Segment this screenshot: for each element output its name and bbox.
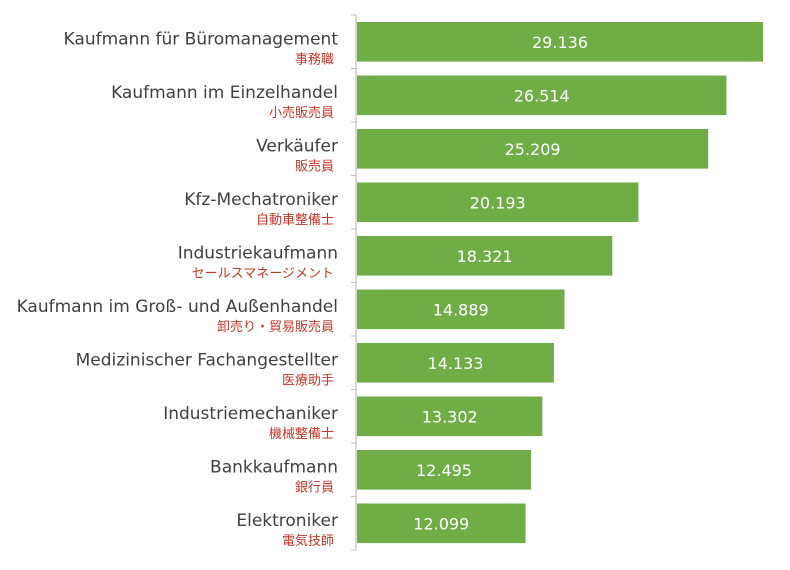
bar-value-label: 12.099 (413, 514, 469, 533)
bar-value-label: 18.321 (457, 247, 513, 266)
bar-6 (357, 289, 565, 330)
category-label-ja: 事務職 (295, 53, 334, 68)
bar-4 (357, 182, 639, 223)
category-label-ja: 機械整備士 (269, 426, 334, 442)
bars-layer: 29.136 26.514 25.209 20.193 18.321 14.889 14.1… (357, 22, 763, 544)
category-label-de: Kaufmann im Einzelhandel (111, 83, 338, 103)
category-label-ja: 銀行員 (295, 481, 334, 496)
category-label-ja: 医療助手 (282, 374, 334, 389)
category-labels-layer: Kaufmann für Büromanagement 事務職 Kaufmann i… (17, 14, 356, 551)
bar-value-label: 26.514 (514, 86, 570, 105)
category-label-ja: 販売員 (295, 159, 334, 175)
bar-8 (357, 396, 543, 437)
category-label-de: Medizinischer Fachangestellter (76, 350, 338, 370)
bar-5 (357, 236, 613, 276)
category-label-ja: 卸売り・貿易販売員 (217, 319, 334, 335)
bar-9 (357, 450, 532, 490)
category-label-de: Bankkaufmann (210, 457, 338, 477)
bar-value-label: 25.209 (505, 140, 561, 159)
bar-10 (357, 503, 526, 544)
bar-value-label: 12.495 (416, 461, 472, 480)
bar-value-label: 13.302 (422, 407, 478, 426)
category-label-de: Kfz-Mechatroniker (184, 190, 338, 210)
category-label-ja: 小売販売員 (269, 105, 334, 121)
bar-value-label: 20.193 (470, 193, 526, 212)
bar-value-label: 29.136 (532, 33, 588, 52)
category-label-ja: セールスマネージメント (192, 267, 334, 282)
category-label-de: Verkäufer (256, 136, 338, 156)
category-label-de: Kaufmann für Büromanagement (64, 29, 339, 49)
bar-2 (357, 75, 727, 116)
category-label-de: Kaufmann im Groß- und Außenhandel (17, 297, 338, 317)
category-label-de: Elektroniker (236, 511, 338, 531)
bar-1 (357, 22, 763, 62)
category-label-ja: 自動車整備士 (256, 212, 334, 228)
category-label-de: Industriekaufmann (178, 243, 338, 263)
category-label-ja: 電気技師 (282, 533, 334, 549)
category-label-de: Industriemechaniker (163, 404, 338, 424)
bar-value-label: 14.889 (433, 300, 489, 319)
bar-value-label: 14.133 (428, 354, 484, 373)
bar-7 (357, 343, 554, 383)
bar-3 (357, 129, 709, 169)
